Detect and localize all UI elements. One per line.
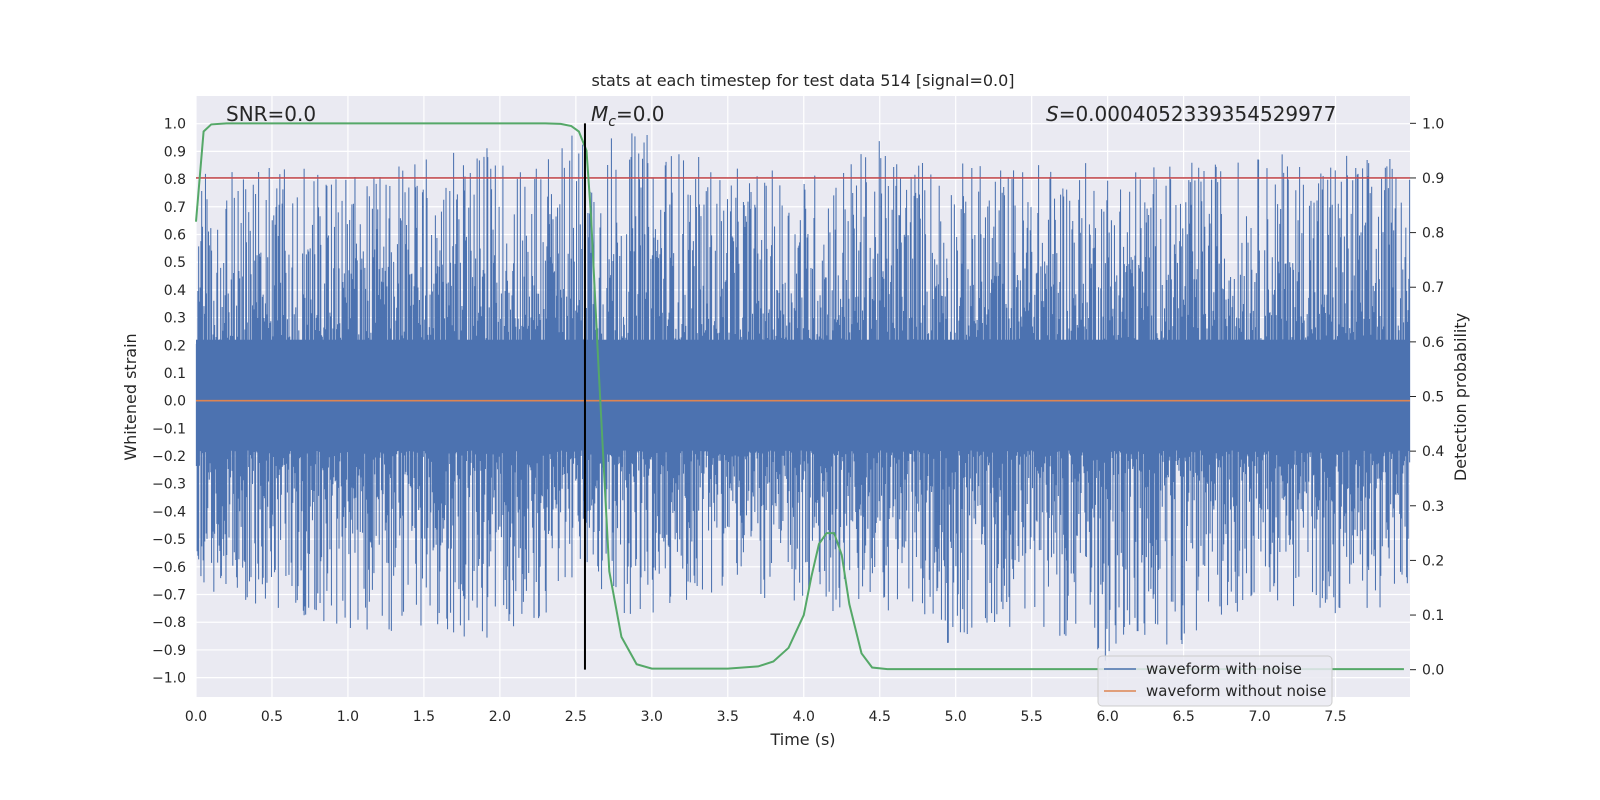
y-left-tick-label-7: −0.3 [152, 477, 186, 493]
x-tick-label-12: 6.0 [1097, 709, 1119, 725]
mc-value: =0.0 [616, 102, 665, 126]
y-left-tick-label-12: 0.2 [164, 338, 186, 354]
y-right-tick-label-3: 0.3 [1422, 499, 1444, 515]
x-tick-label-9: 4.5 [869, 709, 891, 725]
x-tick-label-0: 0.0 [185, 709, 207, 725]
y-axis-label-right: Detection probability [1451, 313, 1470, 481]
y-right-tick-label-5: 0.5 [1422, 390, 1444, 406]
x-tick-label-7: 3.5 [717, 709, 739, 725]
x-tick-label-14: 7.0 [1248, 709, 1270, 725]
s-symbol: S [1046, 102, 1059, 126]
y-right-tick-label-1: 0.1 [1422, 608, 1444, 624]
legend-box [1097, 655, 1333, 707]
y-right-tick-label-8: 0.8 [1422, 226, 1444, 242]
legend: waveform with noise waveform without noi… [1097, 655, 1333, 707]
y-left-tick-label-16: 0.6 [164, 227, 186, 243]
legend-label-clean: waveform without noise [1146, 682, 1326, 700]
y-left-tick-label-13: 0.3 [164, 311, 186, 327]
y-left-tick-label-15: 0.5 [164, 255, 186, 271]
y-right-tick-label-9: 0.9 [1422, 171, 1444, 187]
y-left-tick-label-14: 0.4 [164, 283, 186, 299]
y-left-tick-label-10: 0.0 [164, 394, 186, 410]
x-axis-label: Time (s) [769, 730, 835, 749]
y-left-tick-label-3: −0.7 [152, 588, 186, 604]
x-tick-label-1: 0.5 [261, 709, 283, 725]
y-left-tick-label-11: 0.1 [164, 366, 186, 382]
y-left-tick-label-1: −0.9 [152, 643, 186, 659]
y-left-tick-label-2: −0.8 [152, 615, 186, 631]
x-tick-label-6: 3.0 [641, 709, 663, 725]
noise-core-band [196, 339, 1410, 451]
y-left-tick-label-0: −1.0 [152, 671, 186, 687]
detection-probability-line [195, 122, 1404, 671]
y-right-tick-label-4: 0.4 [1422, 444, 1444, 460]
y-axis-label-left: Whitened strain [121, 333, 140, 460]
y-left-tick-label-9: −0.1 [152, 421, 186, 437]
y-left-tick-label-5: −0.5 [152, 532, 186, 548]
y-left-tick-label-4: −0.6 [152, 560, 186, 576]
y-left-tick-label-8: −0.2 [152, 449, 186, 465]
mc-annotation: Mc=0.0 [591, 102, 665, 130]
x-tick-label-8: 4.0 [793, 709, 815, 725]
y-left-tick-label-20: 1.0 [164, 117, 186, 133]
lines [195, 122, 1410, 671]
chart-title: stats at each timestep for test data 514… [591, 71, 1014, 90]
y-right-tick-label-10: 1.0 [1422, 116, 1444, 132]
y-left-tick-label-18: 0.8 [164, 172, 186, 188]
x-tick-label-4: 2.0 [489, 709, 511, 725]
y-left-tick-label-6: −0.4 [152, 504, 186, 520]
x-tick-label-15: 7.5 [1324, 709, 1346, 725]
x-tick-label-11: 5.5 [1021, 709, 1043, 725]
y-right-tick-label-2: 0.2 [1422, 553, 1444, 569]
x-tick-label-13: 6.5 [1172, 709, 1194, 725]
waveform-with-noise [195, 133, 1411, 661]
s-value: =0.0004052339354529977 [1059, 102, 1337, 126]
y-right-tick-label-6: 0.6 [1422, 335, 1444, 351]
y-left-tick-label-19: 0.9 [164, 144, 186, 160]
x-tick-label-3: 1.5 [413, 709, 435, 725]
legend-label-noise: waveform with noise [1146, 660, 1302, 678]
mc-symbol: M [591, 102, 608, 126]
y-right-tick-label-7: 0.7 [1422, 280, 1444, 296]
s-annotation: S=0.0004052339354529977 [1046, 102, 1336, 126]
x-tick-label-2: 1.0 [337, 709, 359, 725]
y-left-tick-label-17: 0.7 [164, 200, 186, 216]
ticks: 0.0 0.5 1.0 1.5 2.0 2.5 3.0 3.5 4.0 4.5 5.0 5.5 6.0 6… [152, 116, 1444, 725]
mc-subscript: c [608, 114, 616, 130]
y-right-tick-label-0: 0.0 [1422, 663, 1444, 679]
x-tick-label-5: 2.5 [565, 709, 587, 725]
x-tick-label-10: 5.0 [945, 709, 967, 725]
snr-annotation: SNR=0.0 [226, 102, 316, 126]
